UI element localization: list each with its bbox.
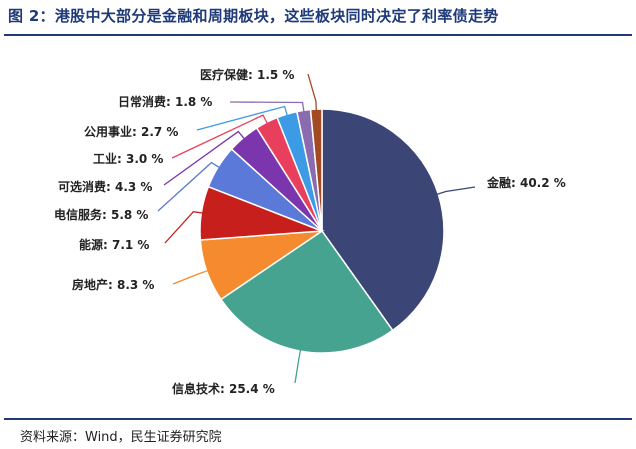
slice-label-4: 能源: 7.1 % (79, 237, 149, 252)
leader-line-10 (307, 73, 318, 116)
title-divider (4, 34, 632, 36)
leader-line-4 (164, 210, 208, 244)
slice-label-10: 医疗保健: 1.5 % (200, 67, 294, 82)
slice-label-2: 信息技术: 25.4 % (172, 381, 275, 396)
slice-label-8: 公用事业: 2.7 % (84, 124, 178, 139)
leader-line-5 (157, 161, 224, 212)
slice-label-9: 日常消费: 1.8 % (118, 94, 212, 109)
slice-label-3: 房地产: 8.3 % (72, 277, 154, 292)
figure-title: 图 2：港股中大部分是金融和周期板块，这些板块同时决定了利率债走势 (8, 7, 499, 25)
leader-line-2 (294, 345, 302, 384)
leader-line-8 (196, 105, 290, 131)
leader-line-1 (432, 186, 476, 197)
leader-line-6 (163, 130, 248, 186)
source-note: 资料来源：Wind，民生证券研究院 (20, 430, 222, 445)
slice-label-6: 可选消费: 4.3 % (58, 179, 152, 194)
slice-label-1: 金融: 40.2 % (486, 175, 566, 190)
source-divider (4, 418, 632, 420)
slice-label-5: 电信服务: 5.8 % (54, 207, 148, 222)
leader-line-7 (171, 114, 270, 159)
leader-line-3 (172, 268, 213, 285)
leader-line-9 (229, 101, 306, 117)
slice-label-7: 工业: 3.0 % (93, 151, 163, 166)
